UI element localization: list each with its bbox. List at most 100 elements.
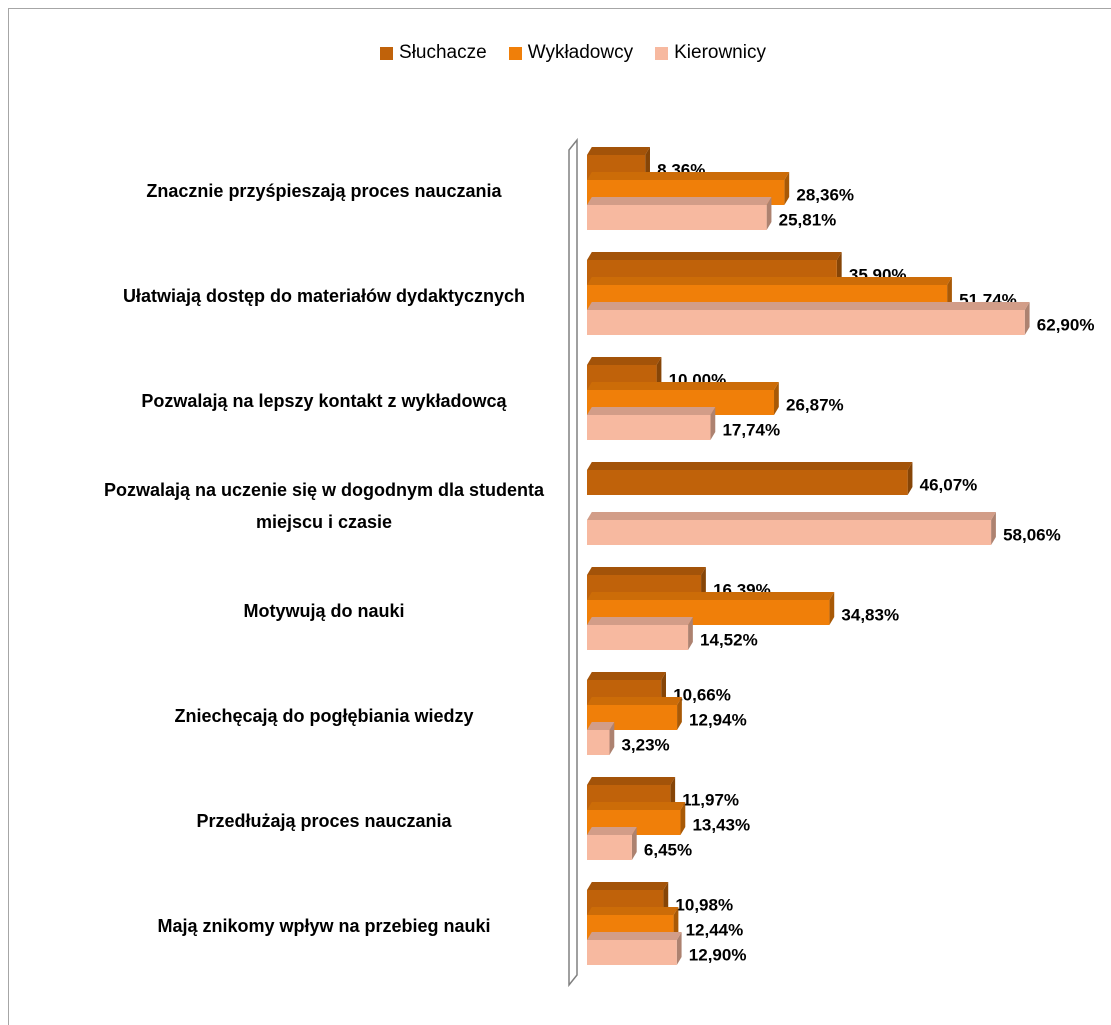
bar-side xyxy=(836,252,842,285)
bar-top-face xyxy=(587,907,679,915)
bar-top-face xyxy=(587,512,996,520)
bar-front xyxy=(587,205,767,230)
legend-swatch xyxy=(508,46,522,60)
bar-front xyxy=(587,625,689,650)
bar-side xyxy=(784,172,790,205)
bar-side xyxy=(774,382,779,415)
bar-top-face xyxy=(587,172,790,180)
bar-side xyxy=(609,722,615,755)
bar-top-face xyxy=(587,197,772,205)
bar xyxy=(587,722,615,755)
category-label: Przedłużają proces nauczania xyxy=(196,810,452,831)
value-label: 13,43% xyxy=(692,816,750,835)
bar xyxy=(587,462,913,495)
bar-side xyxy=(645,147,650,180)
value-label: 14,52% xyxy=(700,631,758,650)
legend-swatch xyxy=(655,46,669,60)
category-label: Pozwalają na lepszy kontakt z wykładowcą xyxy=(141,390,507,411)
bar-top-face xyxy=(587,302,1030,310)
frame xyxy=(8,8,1111,1025)
bar-front xyxy=(587,470,908,495)
legend-swatch xyxy=(380,46,394,60)
bar-side xyxy=(701,567,706,600)
bar-side xyxy=(947,277,952,310)
bar-top-face xyxy=(587,882,669,890)
bar-front xyxy=(587,730,610,755)
category-label: Mają znikomy wpływ na przebieg nauki xyxy=(157,915,491,936)
legend-item: Kierownicy xyxy=(655,42,766,64)
legend-label: Słuchacze xyxy=(399,42,487,63)
bar xyxy=(587,302,1030,335)
bar-front xyxy=(587,940,677,965)
bar-side xyxy=(673,907,679,940)
bar-front xyxy=(587,415,711,440)
category-label: Pozwalają na uczenie się w dogodnym dla … xyxy=(103,479,545,532)
value-label: 10,98% xyxy=(675,896,733,915)
bar-front xyxy=(587,835,632,860)
bar-side xyxy=(661,672,666,705)
bar-top-face xyxy=(587,462,913,470)
bar-top-face xyxy=(587,672,666,680)
value-label: 12,44% xyxy=(686,921,744,940)
category-label: Zniechęcają do pogłębiania wiedzy xyxy=(174,705,474,726)
bar-front xyxy=(587,520,992,545)
legend-label: Kierownicy xyxy=(674,42,766,63)
axis-wall xyxy=(568,137,578,988)
category-label: Znacznie przyśpieszają proces nauczania xyxy=(146,180,502,201)
value-label: 46,07% xyxy=(920,476,978,495)
category-label: Motywują do nauki xyxy=(243,600,405,621)
bar-top-face xyxy=(587,252,842,260)
value-label: 62,90% xyxy=(1037,316,1095,335)
bar xyxy=(587,827,637,860)
legend-item: Wykładowcy xyxy=(508,42,634,64)
value-label: 25,81% xyxy=(779,211,837,230)
legend-label: Wykładowcy xyxy=(527,42,634,63)
bar-side xyxy=(1024,302,1030,335)
value-label: 10,66% xyxy=(673,686,731,705)
bar-side xyxy=(829,592,835,625)
category-label: Ułatwiają dostęp do materiałów dydaktycz… xyxy=(122,285,526,306)
bar-top-face xyxy=(587,827,637,835)
bar xyxy=(587,617,693,650)
value-label: 6,45% xyxy=(644,841,692,860)
value-label: 17,74% xyxy=(722,421,780,440)
bar-side xyxy=(680,802,686,835)
bar-top-face xyxy=(587,617,693,625)
bar-top-face xyxy=(587,592,835,600)
value-label: 12,90% xyxy=(689,946,747,965)
bar-side xyxy=(656,357,662,390)
bar-side xyxy=(677,697,682,730)
bar-side xyxy=(676,932,682,965)
value-label: 34,83% xyxy=(841,606,899,625)
bar-top-face xyxy=(587,147,650,155)
bar-top-face xyxy=(587,407,716,415)
bar-side xyxy=(766,197,772,230)
value-label: 58,06% xyxy=(1003,526,1061,545)
bar-side xyxy=(907,462,913,495)
bar-top-face xyxy=(587,932,682,940)
bar-top-face xyxy=(587,777,676,785)
bar xyxy=(587,932,682,965)
bar-side xyxy=(710,407,716,440)
bar-top-face xyxy=(587,277,952,285)
value-label: 12,94% xyxy=(689,711,747,730)
bar-side xyxy=(631,827,637,860)
value-label: 28,36% xyxy=(796,186,854,205)
bar-top-face xyxy=(587,802,686,810)
value-label: 26,87% xyxy=(786,396,844,415)
bar-top-face xyxy=(587,567,706,575)
bar-side xyxy=(688,617,693,650)
bar xyxy=(587,197,772,230)
legend: Słuchacze Wykładowcy Kierownicy xyxy=(0,42,1111,64)
bar-top-face xyxy=(587,382,779,390)
bar xyxy=(587,512,996,545)
value-label: 3,23% xyxy=(621,736,669,755)
legend-item: Słuchacze xyxy=(380,42,487,64)
bar-side xyxy=(670,777,676,810)
bar-side xyxy=(991,512,996,545)
bar xyxy=(587,407,716,440)
bar-side xyxy=(663,882,669,915)
bar-top-face xyxy=(587,722,615,730)
